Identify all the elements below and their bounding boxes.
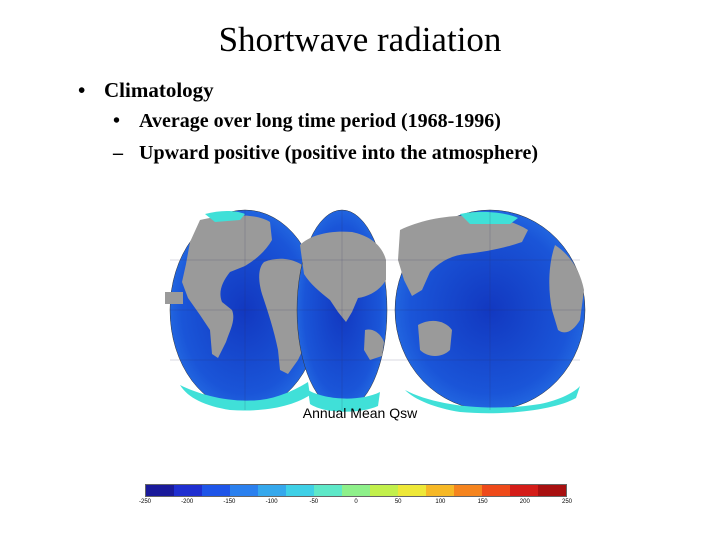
bullet-text: Average over long time period (1968-1996… (139, 110, 501, 132)
bullet-text: Climatology (104, 78, 214, 102)
colorbar-segment (482, 485, 510, 496)
colorbar-tick-label: -50 (309, 499, 319, 505)
bullet-marker: • (113, 110, 121, 132)
colorbar-tick-label: -200 (181, 499, 194, 505)
colorbar-segment (454, 485, 482, 496)
colorbar-segment (426, 485, 454, 496)
slide-title: Shortwave radiation (218, 20, 502, 59)
colorbar-segment (342, 485, 370, 496)
colorbar-tick-label: 100 (435, 499, 446, 505)
figure-caption: Annual Mean Qsw (302, 405, 418, 421)
colorbar-segment (510, 485, 538, 496)
bullet-marker: • (78, 78, 86, 102)
colorbar-segment (314, 485, 342, 496)
bullet-upward-positive: – Upward positive (positive into the atmo… (113, 142, 538, 165)
bullet-marker: – (113, 142, 123, 164)
map-graticule (170, 210, 585, 410)
colorbar-tick-label: 0 (354, 499, 358, 505)
colorbar: -250 -200 -150 -100 -50 0 50 100 150 200 250 (139, 484, 572, 512)
colorbar-segment (230, 485, 258, 496)
colorbar-segment (398, 485, 426, 496)
colorbar-segment (146, 485, 174, 496)
bullet-text: Upward positive (positive into the atmos… (139, 142, 539, 164)
colorbar-gradient (145, 484, 567, 497)
colorbar-tick-label: -250 (138, 499, 152, 505)
colorbar-segment (202, 485, 230, 496)
world-map-figure (160, 200, 590, 430)
colorbar-tick-label: -100 (265, 499, 278, 505)
colorbar-segment (370, 485, 398, 496)
colorbar-tick-label: 50 (394, 499, 402, 505)
colorbar-tick-label: -150 (223, 499, 236, 505)
colorbar-tick-label: 250 (561, 499, 573, 505)
colorbar-segment (174, 485, 202, 496)
bullet-climatology: • Climatology (78, 78, 214, 103)
colorbar-tick-label: 150 (477, 499, 488, 505)
interrupted-projection-map (165, 209, 586, 414)
bullet-average-period: • Average over long time period (1968-199… (113, 110, 501, 133)
colorbar-segment (258, 485, 286, 496)
colorbar-segment (286, 485, 314, 496)
colorbar-segment (538, 485, 566, 496)
colorbar-tick-label: 200 (519, 499, 530, 505)
